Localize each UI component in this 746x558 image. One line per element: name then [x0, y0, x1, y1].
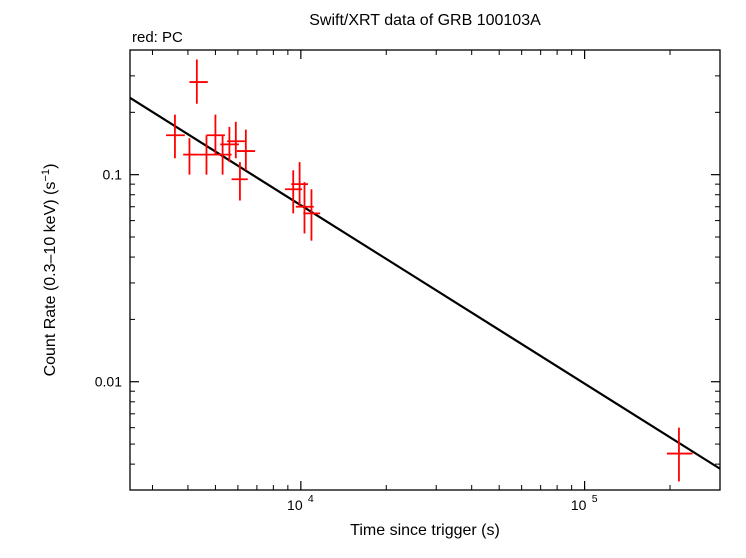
x-tick-label: 10 — [287, 497, 303, 513]
x-tick-label: 10 — [571, 497, 587, 513]
svg-text:Count Rate (0.3–10 keV) (s−1): Count Rate (0.3–10 keV) (s−1) — [40, 164, 59, 377]
x-tick-exp: 4 — [308, 493, 314, 505]
y-axis-label: Count Rate (0.3–10 keV) (s−1) — [40, 164, 59, 377]
chart-container: 10 4 10 5 0.01 0.1 Time since trigger (s) Count… — [0, 0, 746, 558]
chart-bg — [0, 0, 746, 558]
y-tick-label: 0.1 — [103, 167, 123, 183]
chart-legend: red: PC — [132, 29, 183, 46]
chart-title: Swift/XRT data of GRB 100103A — [309, 12, 541, 29]
chart-svg: 10 4 10 5 0.01 0.1 Time since trigger (s) Count… — [0, 0, 746, 558]
x-tick-exp: 5 — [592, 493, 598, 505]
y-tick-label: 0.01 — [95, 374, 122, 390]
x-axis-label: Time since trigger (s) — [350, 522, 500, 539]
